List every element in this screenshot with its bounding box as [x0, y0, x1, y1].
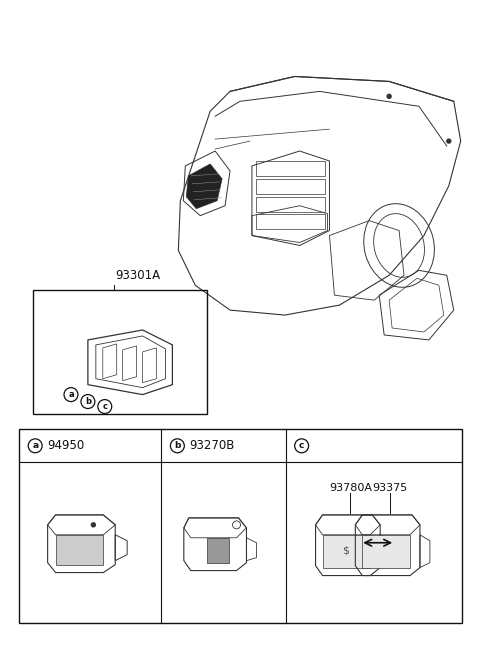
Circle shape [91, 523, 96, 527]
Text: 94950: 94950 [47, 440, 84, 453]
Bar [33, 290, 207, 415]
Circle shape [387, 94, 391, 98]
Polygon shape [207, 538, 228, 563]
Polygon shape [323, 534, 370, 568]
Polygon shape [362, 534, 410, 568]
Polygon shape [56, 534, 103, 565]
Bar [19, 430, 462, 624]
Polygon shape [186, 164, 222, 209]
Text: b: b [85, 397, 91, 406]
Text: 93270B: 93270B [189, 440, 235, 453]
Text: c: c [102, 402, 108, 411]
Text: b: b [174, 441, 180, 450]
Text: 93780A: 93780A [329, 483, 372, 493]
Circle shape [447, 139, 451, 143]
Text: 93375: 93375 [372, 483, 408, 493]
Text: a: a [68, 390, 74, 399]
Text: $: $ [342, 546, 349, 555]
Text: c: c [299, 441, 304, 450]
Text: 93301A: 93301A [116, 269, 161, 282]
Text: a: a [32, 441, 38, 450]
